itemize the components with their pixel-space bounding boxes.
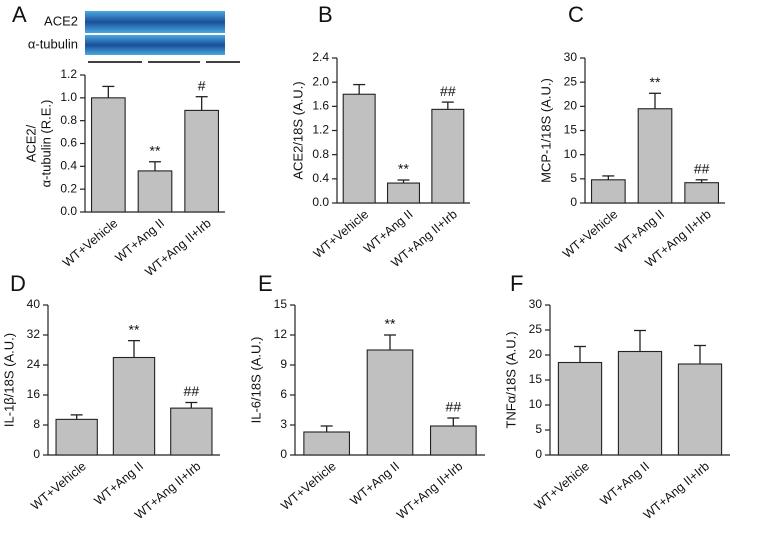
blot-panel <box>85 11 240 63</box>
y-tick-label: 10 <box>529 397 543 411</box>
y-tick-label: 20 <box>564 99 578 113</box>
significance-label: ** <box>150 142 161 158</box>
bar <box>557 361 603 456</box>
y-tick-label: 0.4 <box>60 159 77 173</box>
significance-label: ## <box>446 399 462 415</box>
significance-label: ## <box>694 161 710 177</box>
x-tick-label: WT+Vehicle <box>311 207 371 261</box>
y-tick-label: 5 <box>570 171 577 185</box>
y-tick-label: 0.8 <box>312 147 329 161</box>
y-tick-label: 1.6 <box>312 99 329 113</box>
y-tick-label: 5 <box>535 422 542 436</box>
x-tick-label: WT+Vehicle <box>560 207 620 261</box>
y-tick-label: 0 <box>33 447 40 461</box>
y-axis-label: TNFα/18S (A.U.) <box>503 331 518 428</box>
y-tick-label: 0.6 <box>60 136 77 150</box>
bar <box>137 170 173 213</box>
y-tick-label: 16 <box>27 387 41 401</box>
bar <box>366 349 414 456</box>
significance-label: ## <box>184 383 200 399</box>
bar <box>90 97 126 213</box>
x-tick-label: WT+Vehicle <box>532 459 592 513</box>
blot-strip <box>85 11 225 33</box>
x-tick-label: WT+Vehicle <box>28 459 88 513</box>
bar <box>617 350 663 456</box>
y-tick-label: 6 <box>280 387 287 401</box>
y-tick-label: 0.8 <box>60 113 77 127</box>
y-tick-label: 2.0 <box>312 74 329 88</box>
panel-label: A <box>12 2 27 27</box>
panel-label: C <box>568 2 584 27</box>
y-tick-label: 15 <box>274 297 288 311</box>
bar <box>303 431 351 456</box>
y-tick-label: 30 <box>564 50 578 64</box>
y-axis-label: IL-6/18S (A.U.) <box>248 337 263 424</box>
y-tick-label: 20 <box>529 347 543 361</box>
x-tick-label: WT+Ang II <box>348 459 403 508</box>
panel-label: B <box>318 2 333 27</box>
y-tick-label: 3 <box>280 417 287 431</box>
bar <box>677 363 723 456</box>
significance-label: ** <box>398 161 409 177</box>
blot-strip <box>85 35 225 55</box>
y-tick-label: 0.2 <box>60 181 77 195</box>
panel-label: F <box>510 271 523 296</box>
x-tick-label: WT+Ang II+Irb <box>641 459 712 522</box>
bar <box>637 108 673 204</box>
y-tick-label: 1.2 <box>312 123 329 137</box>
y-tick-label: 2.4 <box>312 50 329 64</box>
y-tick-label: 0 <box>570 195 577 209</box>
y-tick-label: 8 <box>33 417 40 431</box>
bar <box>590 179 626 204</box>
bar <box>170 407 213 456</box>
y-tick-label: 15 <box>529 372 543 386</box>
y-tick-label: 0.0 <box>312 195 329 209</box>
significance-label: # <box>198 77 206 93</box>
y-tick-label: 10 <box>564 147 578 161</box>
y-tick-label: 0 <box>535 447 542 461</box>
bar <box>112 356 156 456</box>
bar <box>386 182 421 204</box>
blot-label: α-tubulin <box>28 36 78 51</box>
bar <box>429 425 477 456</box>
significance-label: ** <box>650 74 661 90</box>
bar <box>684 182 720 204</box>
blot-label: ACE2 <box>44 13 78 28</box>
y-tick-label: 25 <box>529 322 543 336</box>
y-tick-label: 0.0 <box>60 204 77 218</box>
y-tick-label: 9 <box>280 357 287 371</box>
bar <box>342 93 376 204</box>
y-tick-label: 12 <box>274 327 288 341</box>
y-tick-label: 25 <box>564 74 578 88</box>
y-tick-label: 24 <box>27 357 41 371</box>
significance-label: ## <box>440 83 456 99</box>
y-axis-label: ACE2/18S (A.U.) <box>290 81 305 179</box>
x-tick-label: WT+Vehicle <box>60 216 120 270</box>
y-tick-label: 15 <box>564 123 578 137</box>
y-tick-label: 1.0 <box>60 90 77 104</box>
x-tick-label: WT+Ang II+Irb <box>394 459 465 522</box>
x-tick-label: WT+Vehicle <box>278 459 338 513</box>
bar <box>184 109 220 213</box>
y-tick-label: 0.4 <box>312 171 329 185</box>
y-axis-label: IL-1β/18S (A.U.) <box>1 333 16 427</box>
y-axis-label: α-tubulin (R.E.) <box>38 100 53 188</box>
y-tick-label: 1.2 <box>60 67 77 81</box>
panel-label: E <box>258 271 273 296</box>
x-tick-label: WT+Ang II <box>598 459 653 508</box>
y-tick-label: 30 <box>529 297 543 311</box>
y-axis-label: MCP-1/18S (A.U.) <box>538 78 553 183</box>
significance-label: ** <box>129 321 140 337</box>
y-tick-label: 40 <box>27 297 41 311</box>
significance-label: ** <box>385 316 396 332</box>
y-axis-label: ACE2/ <box>23 124 38 162</box>
bar <box>55 418 98 456</box>
x-tick-label: WT+Ang II <box>92 459 147 508</box>
bar <box>431 108 465 204</box>
y-tick-label: 0 <box>280 447 287 461</box>
y-tick-label: 32 <box>27 327 41 341</box>
panel-label: D <box>10 271 26 296</box>
